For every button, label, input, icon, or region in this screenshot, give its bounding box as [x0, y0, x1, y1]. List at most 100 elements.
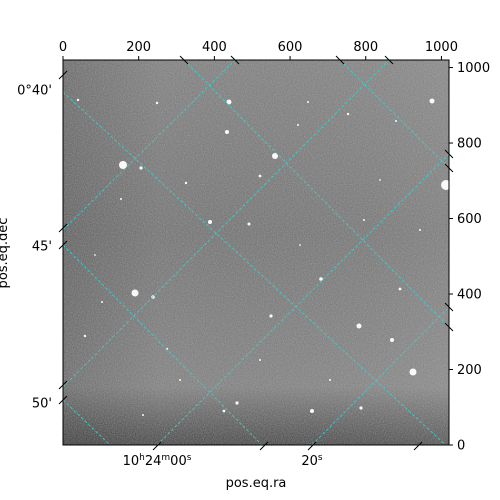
ra-tick-unit: s: [318, 453, 323, 463]
right-tick-label: 0: [457, 439, 465, 454]
star: [225, 130, 229, 134]
sky-image: [63, 60, 449, 445]
world-tick-mark: [444, 163, 454, 173]
star: [226, 99, 232, 105]
ra-axis: 10h24m00s 20s: [123, 55, 454, 469]
ra-tick-value: 00: [170, 454, 187, 469]
ra-tick-value: 20: [301, 454, 318, 469]
ra-tick-mark: [259, 441, 269, 451]
star: [319, 277, 323, 281]
star: [139, 166, 143, 170]
ra-tick-label: 10h24m00s: [123, 453, 192, 469]
ra-tick-unit: h: [139, 453, 145, 463]
star: [329, 379, 331, 381]
ra-tick-mark: [152, 441, 162, 451]
x-axis-title: pos.eq.ra: [226, 476, 287, 491]
star: [259, 359, 261, 361]
ra-tick-mark: [307, 441, 317, 451]
star: [346, 112, 350, 116]
world-tick-mark: [384, 55, 394, 65]
grid-line: [63, 91, 447, 445]
star: [299, 244, 301, 246]
star: [297, 124, 299, 126]
star: [441, 180, 449, 190]
star: [429, 98, 435, 104]
right-pixel-axis: 0 200 400 600 800 1000: [449, 61, 490, 454]
ra-tick-unit: m: [161, 453, 170, 463]
star: [142, 414, 144, 416]
world-tick-mark: [230, 55, 240, 65]
plot-frame: [62, 59, 450, 446]
star: [119, 161, 127, 169]
grid-line: [63, 399, 111, 445]
right-tick-label: 400: [457, 288, 482, 303]
star: [131, 289, 139, 297]
star: [235, 401, 239, 405]
right-tick-label: 1000: [457, 61, 490, 76]
star: [155, 101, 159, 105]
star: [94, 254, 96, 256]
dec-tick-label: 45': [32, 240, 52, 255]
ra-tick-unit: s: [187, 453, 192, 463]
world-tick-mark: [444, 302, 454, 312]
coordinate-grid: [63, 60, 449, 445]
star: [184, 181, 188, 185]
top-tick-label: 600: [278, 40, 303, 55]
ra-tick-value: 24: [145, 454, 162, 469]
star: [247, 222, 251, 226]
world-tick-mark: [444, 149, 454, 159]
dec-tick-mark: [58, 240, 68, 250]
dec-tick-label: 0°40': [17, 84, 52, 99]
star: [179, 379, 181, 381]
star: [310, 409, 314, 413]
grid-line: [311, 306, 449, 445]
ra-tick-mark: [413, 441, 423, 451]
dec-tick-mark: [58, 223, 68, 233]
star: [363, 219, 365, 221]
star: [390, 338, 394, 342]
top-pixel-axis: 0 200 400 600 800 1000: [59, 40, 458, 60]
grid-line: [156, 153, 449, 445]
dec-tick-mark: [58, 395, 68, 405]
dec-axis: 0°40' 45' 50': [17, 70, 68, 412]
right-tick-label: 200: [457, 363, 482, 378]
star: [258, 174, 262, 178]
star: [307, 101, 309, 103]
top-tick-label: 0: [59, 40, 67, 55]
right-tick-label: 800: [457, 137, 482, 152]
top-tick-label: 1000: [425, 40, 458, 55]
right-tick-label: 600: [457, 212, 482, 227]
grid-line: [63, 60, 390, 388]
star: [419, 229, 421, 231]
grid-line: [183, 60, 449, 328]
star: [101, 301, 103, 303]
star: [395, 120, 397, 122]
star: [272, 153, 278, 159]
dec-tick-label: 50': [32, 397, 52, 412]
star: [269, 314, 273, 318]
star: [83, 334, 87, 338]
top-tick-label: 400: [202, 40, 227, 55]
dec-tick-mark: [58, 380, 68, 390]
star: [356, 323, 362, 329]
star: [208, 220, 212, 224]
grid-line: [63, 60, 236, 231]
star: [409, 368, 417, 376]
star: [398, 287, 402, 291]
ra-tick-value: 10: [123, 454, 140, 469]
grid-line: [339, 60, 449, 169]
y-axis-title: pos.eq.dec: [0, 218, 11, 289]
world-tick-mark: [444, 322, 454, 332]
grid-line: [63, 244, 263, 445]
star: [379, 179, 381, 181]
world-tick-mark: [179, 55, 189, 65]
star: [120, 198, 122, 200]
top-tick-label: 200: [126, 40, 151, 55]
star: [222, 409, 226, 413]
world-tick-mark: [335, 55, 345, 65]
stars: [76, 98, 449, 416]
top-tick-label: 800: [353, 40, 378, 55]
star: [76, 98, 80, 102]
ra-tick-label: 20s: [301, 453, 323, 469]
